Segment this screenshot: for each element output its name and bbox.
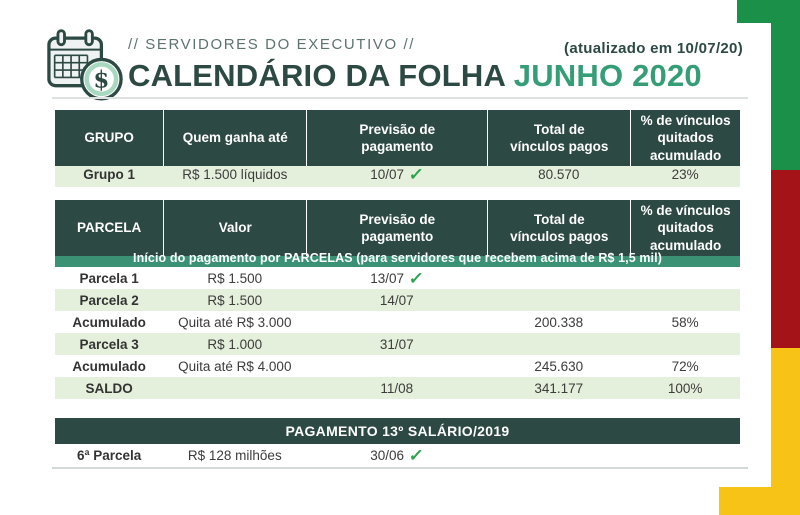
- value-cell: R$ 1.500: [207, 292, 263, 308]
- pct-cell: 58%: [671, 314, 699, 330]
- page-title-main: CALENDÁRIO DA FOLHA: [128, 58, 505, 93]
- bottom-divider: [52, 467, 748, 469]
- kicker-text: // SERVIDORES DO EXECUTIVO //: [128, 36, 416, 53]
- check-icon: ✓: [407, 445, 425, 465]
- column-header-previsao: Previsão de pagamento: [306, 110, 488, 166]
- table-row: Grupo 1 R$ 1.500 líquidos 10/07 ✓ 80.570…: [55, 162, 740, 187]
- frame-tab-yellow: [719, 487, 800, 515]
- row-label-cell: Parcela 2: [79, 292, 139, 308]
- date-cell: 13/07 ✓: [370, 268, 425, 288]
- row-label-cell: Parcela 3: [79, 336, 139, 352]
- pct-cell: [630, 444, 740, 466]
- updated-note: (atualizado em 10/07/20): [564, 40, 743, 57]
- row-label-cell: 6ª Parcela: [76, 447, 142, 463]
- column-header-grupo: GRUPO: [55, 110, 164, 166]
- table-row: Parcela 3 R$ 1.000 31/07: [55, 333, 740, 355]
- grupo-table: GRUPO Quem ganha até Previsão de pagamen…: [55, 110, 740, 187]
- table-row: Acumulado Quita até R$ 4.000 245.630 72%: [55, 355, 740, 377]
- value-cell: R$ 1.000: [207, 336, 263, 352]
- page-title-month: JUNHO 2020: [513, 58, 702, 93]
- value-cell: R$ 1.500: [207, 270, 263, 286]
- total-cell: [487, 267, 630, 289]
- column-header-quem-ganha: Quem ganha até: [163, 110, 307, 166]
- row-label-cell: Acumulado: [72, 314, 146, 330]
- value-cell: Quita até R$ 3.000: [178, 314, 292, 330]
- date-cell: [306, 311, 487, 333]
- frame-segment-red: [771, 170, 800, 348]
- check-icon: ✓: [407, 165, 425, 184]
- header-divider: [52, 97, 748, 99]
- grupo-table-header: GRUPO Quem ganha até Previsão de pagamen…: [55, 110, 740, 166]
- table-row: SALDO 11/08 341.177 100%: [55, 377, 740, 399]
- parcelas-rows: Parcela 1 R$ 1.500 13/07 ✓ Parcela 2 R$ …: [55, 267, 740, 399]
- pct-cell: 100%: [667, 380, 703, 396]
- row-label-cell: SALDO: [85, 380, 133, 396]
- frame-segment-green: [771, 0, 800, 170]
- column-header-total: Total de vínculos pagos: [487, 200, 631, 256]
- column-header-valor: Valor: [163, 200, 307, 256]
- decimo-terceiro-title: PAGAMENTO 13º SALÁRIO/2019: [55, 418, 740, 444]
- date-cell: 31/07: [379, 336, 414, 352]
- column-header-percentual: % de vínculos quitados acumulado: [630, 110, 740, 166]
- total-cell: [487, 333, 630, 355]
- row-label-cell: Parcela 1: [79, 270, 139, 286]
- table-row: 6ª Parcela R$ 128 milhões 30/06 ✓: [55, 444, 740, 466]
- parcelas-table-header: PARCELA Valor Previsão de pagamento Tota…: [55, 200, 740, 256]
- date-cell: [306, 355, 487, 377]
- row-label-cell: Grupo 1: [83, 167, 135, 182]
- page-title: CALENDÁRIO DA FOLHA JUNHO 2020: [128, 60, 702, 91]
- date-cell: 30/06 ✓: [370, 445, 425, 465]
- value-cell: Quita até R$ 4.000: [178, 358, 292, 374]
- header-title-block: // SERVIDORES DO EXECUTIVO // CALENDÁRIO…: [128, 36, 702, 91]
- pct-cell: 23%: [671, 167, 699, 182]
- column-header-percentual: % de vínculos quitados acumulado: [630, 200, 740, 256]
- column-header-parcela: PARCELA: [55, 200, 164, 256]
- pct-cell: [630, 333, 740, 355]
- total-cell: 80.570: [538, 167, 580, 182]
- decimo-terceiro-table: PAGAMENTO 13º SALÁRIO/2019 6ª Parcela R$…: [55, 418, 740, 466]
- date-cell: 14/07: [379, 292, 414, 308]
- total-cell: 200.338: [534, 314, 584, 330]
- date-cell: 10/07 ✓: [370, 165, 425, 184]
- pct-cell: [630, 267, 740, 289]
- frame-vertical-bar: [771, 0, 800, 515]
- column-header-total: Total de vínculos pagos: [487, 110, 631, 166]
- dollar-icon: $: [93, 66, 109, 93]
- table-row: Parcela 2 R$ 1.500 14/07: [55, 289, 740, 311]
- column-header-previsao: Previsão de pagamento: [306, 200, 488, 256]
- parcelas-band-note: Início do pagamento por PARCELAS (para s…: [55, 248, 740, 267]
- pct-cell: [630, 289, 740, 311]
- total-cell: [487, 444, 630, 466]
- value-cell: R$ 128 milhões: [187, 447, 282, 463]
- total-cell: [487, 289, 630, 311]
- row-label-cell: Acumulado: [72, 358, 146, 374]
- pct-cell: 72%: [671, 358, 699, 374]
- date-cell: 11/08: [380, 380, 414, 396]
- table-row: Acumulado Quita até R$ 3.000 200.338 58%: [55, 311, 740, 333]
- total-cell: 245.630: [534, 358, 584, 374]
- total-cell: 341.177: [534, 380, 584, 396]
- parcelas-table: PARCELA Valor Previsão de pagamento Tota…: [55, 200, 740, 399]
- calendar-dollar-icon: $: [47, 29, 123, 101]
- value-cell: R$ 1.500 líquidos: [182, 167, 288, 182]
- check-icon: ✓: [407, 268, 425, 288]
- table-row: Parcela 1 R$ 1.500 13/07 ✓: [55, 267, 740, 289]
- value-cell: [163, 377, 306, 399]
